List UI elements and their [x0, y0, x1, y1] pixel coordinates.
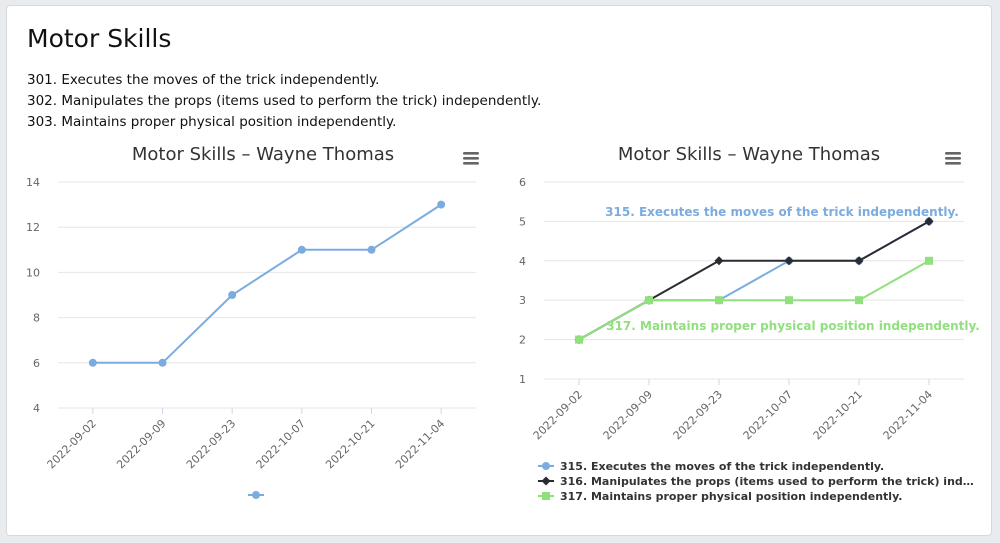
legend-label: 317. Maintains proper physical position … [560, 490, 902, 503]
content-card: Motor Skills 301. Executes the moves of … [6, 5, 992, 536]
series-2 [575, 256, 933, 344]
y-tick-label: 14 [26, 176, 40, 189]
data-point [785, 296, 793, 305]
y-tick-label: 4 [519, 255, 526, 268]
chart-multi-series: Motor Skills – Wayne Thomas 1 2 3 4 5 6 2022-09… [499, 133, 984, 523]
data-point [645, 296, 653, 305]
data-point [158, 358, 167, 367]
data-point [297, 245, 306, 254]
y-tick-label: 2 [519, 334, 526, 347]
y-tick-label: 12 [26, 221, 40, 234]
menu-bar [945, 162, 961, 165]
series-0 [88, 200, 446, 367]
data-point [854, 256, 864, 266]
x-tick-label: 2022-10-07 [254, 417, 308, 471]
chart-svg: Motor Skills – Wayne Thomas 1 2 3 4 5 6 2022-09… [519, 144, 980, 503]
x-tick-label: 2022-09-09 [114, 417, 168, 471]
x-tick-label: 2022-09-02 [531, 388, 585, 442]
menu-bar [945, 152, 961, 155]
y-tick-label: 4 [33, 402, 40, 415]
chart-menu-icon[interactable] [462, 150, 480, 167]
legend-item[interactable]: 317. Maintains proper physical position … [538, 490, 902, 503]
x-tick-label: 2022-09-02 [45, 417, 99, 471]
chart-svg: Motor Skills – Wayne Thomas 4 6 8 10 12 14 2022… [26, 144, 480, 499]
y-tick-label: 5 [519, 215, 526, 228]
chart-single-series: Motor Skills – Wayne Thomas 4 6 8 10 12 14 2022… [13, 133, 493, 513]
menu-bar [945, 157, 961, 160]
x-tick-label: 2022-09-09 [601, 388, 655, 442]
legend-item[interactable]: 315. Executes the moves of the trick ind… [538, 460, 884, 473]
data-point [715, 296, 723, 305]
legend-item[interactable] [248, 491, 264, 499]
chart-annotation: 317. Maintains proper physical position … [606, 319, 980, 333]
y-tick-label: 3 [519, 294, 526, 307]
menu-bar [463, 162, 479, 165]
y-tick-label: 8 [33, 312, 40, 325]
chart-annotation: 315. Executes the moves of the trick ind… [605, 205, 959, 219]
page-title: Motor Skills [27, 24, 172, 53]
data-point [228, 291, 237, 299]
series-line [578, 259, 930, 341]
skill-description: 303. Maintains proper physical position … [27, 114, 397, 130]
legend-marker [542, 492, 550, 500]
data-point [437, 200, 446, 209]
skill-description: 302. Manipulates the props (items used t… [27, 93, 542, 109]
x-tick-label: 2022-09-23 [671, 388, 725, 442]
menu-bar [463, 157, 479, 160]
chart-title: Motor Skills – Wayne Thomas [132, 144, 394, 165]
x-tick-label: 2022-09-23 [184, 417, 238, 471]
data-point [855, 296, 863, 305]
y-tick-label: 10 [26, 266, 40, 279]
legend-marker [542, 462, 550, 470]
x-tick-label: 2022-11-04 [393, 417, 447, 471]
legend-label: 315. Executes the moves of the trick ind… [560, 460, 884, 473]
data-point [925, 256, 933, 265]
legend-marker [541, 476, 551, 486]
data-point [714, 256, 724, 266]
x-tick-label: 2022-10-21 [323, 417, 377, 471]
y-tick-label: 1 [519, 373, 526, 386]
skill-description-list: 301. Executes the moves of the trick ind… [27, 70, 541, 133]
y-tick-label: 6 [33, 357, 40, 370]
data-point [784, 256, 794, 266]
x-tick-label: 2022-10-21 [811, 388, 865, 442]
data-point [367, 245, 376, 254]
chart-title: Motor Skills – Wayne Thomas [618, 144, 880, 165]
legend-item[interactable]: 316. Manipulates the props (items used t… [538, 475, 974, 488]
legend-label: 316. Manipulates the props (items used t… [560, 475, 974, 488]
chart-menu-icon[interactable] [944, 150, 962, 167]
data-point [924, 216, 934, 226]
x-tick-label: 2022-10-07 [741, 388, 795, 442]
menu-bar [463, 152, 479, 155]
x-tick-label: 2022-11-04 [881, 388, 935, 442]
data-point [575, 335, 583, 344]
legend-marker [252, 491, 260, 499]
data-point [88, 358, 97, 367]
skill-description: 301. Executes the moves of the trick ind… [27, 72, 380, 88]
y-tick-label: 6 [519, 176, 526, 189]
series-line [92, 203, 442, 364]
